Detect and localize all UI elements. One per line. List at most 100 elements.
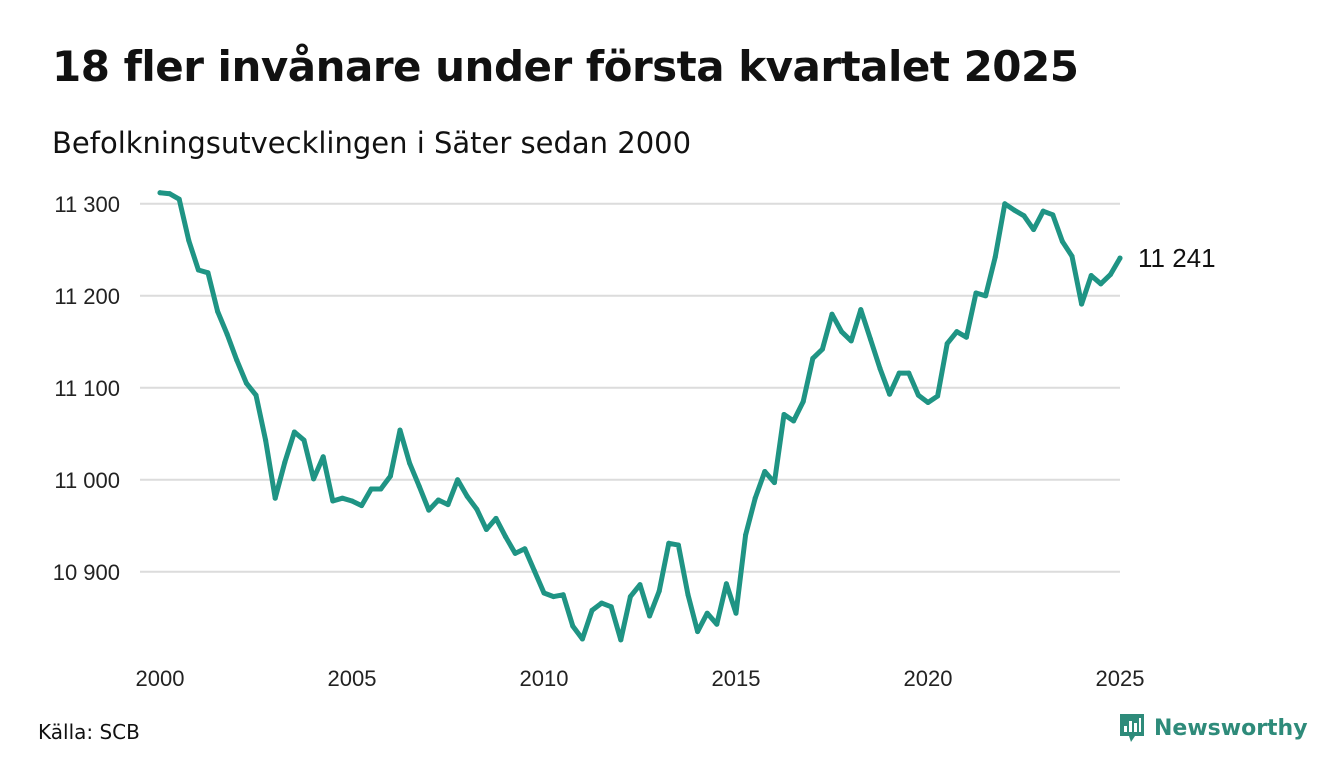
data-point: [301, 437, 307, 443]
data-point: [311, 476, 317, 482]
data-point: [195, 267, 201, 273]
data-point: [1117, 255, 1123, 261]
data-point: [1107, 272, 1113, 278]
data-point: [176, 196, 182, 202]
data-point: [983, 293, 989, 299]
data-point: [378, 486, 384, 492]
y-tick-label: 10 900: [53, 560, 120, 585]
x-axis-ticks: 2000 2005 2010 2015 2020 2025: [136, 666, 1145, 691]
data-point: [896, 370, 902, 376]
data-point: [733, 610, 739, 616]
data-point: [829, 311, 835, 317]
grid-lines: [140, 202, 1120, 573]
data-point: [551, 594, 557, 600]
data-point: [935, 393, 941, 399]
x-tick-label: 2015: [712, 666, 761, 691]
data-point: [215, 308, 221, 314]
chart-subtitle: Befolkningsutvecklingen i Säter sedan 20…: [52, 126, 692, 160]
x-tick-label: 2000: [136, 666, 185, 691]
data-point: [416, 483, 422, 489]
data-point: [205, 270, 211, 276]
data-point: [714, 621, 720, 627]
newsworthy-logo-icon: [1120, 714, 1144, 742]
data-point: [954, 329, 960, 335]
data-point: [839, 329, 845, 335]
data-point: [800, 399, 806, 405]
x-tick-label: 2020: [904, 666, 953, 691]
y-tick-label: 11 300: [54, 192, 120, 217]
data-point: [819, 346, 825, 352]
data-point: [877, 365, 883, 371]
data-point: [397, 427, 403, 433]
data-point: [186, 238, 192, 244]
data-point: [666, 540, 672, 546]
y-tick-label: 11 000: [54, 468, 120, 493]
data-point: [1031, 227, 1037, 233]
data-point: [282, 459, 288, 465]
data-point: [858, 307, 864, 313]
data-point: [541, 590, 547, 596]
data-point: [791, 418, 797, 424]
data-point: [762, 469, 768, 475]
data-point: [1059, 239, 1065, 245]
data-point: [1088, 273, 1094, 279]
data-point: [368, 486, 374, 492]
data-point: [1021, 213, 1027, 219]
data-point: [848, 338, 854, 344]
data-point: [695, 629, 701, 635]
data-point: [483, 526, 489, 532]
data-point: [973, 290, 979, 296]
data-point: [445, 502, 451, 508]
data-point: [167, 191, 173, 197]
x-tick-label: 2010: [520, 666, 569, 691]
source-note: Källa: SCB: [38, 720, 140, 744]
data-point: [887, 391, 893, 397]
data-point: [531, 568, 537, 574]
data-point: [867, 336, 873, 342]
data-point: [963, 334, 969, 340]
data-point: [925, 400, 931, 406]
data-point: [435, 497, 441, 503]
data-point: [810, 355, 816, 361]
data-point: [704, 610, 710, 616]
data-point: [992, 254, 998, 260]
data-point: [771, 480, 777, 486]
data-point: [503, 534, 509, 540]
data-point: [599, 600, 605, 606]
data-point: [618, 637, 624, 643]
x-tick-label: 2025: [1096, 666, 1145, 691]
data-point: [675, 542, 681, 548]
data-point: [1040, 208, 1046, 214]
data-point: [224, 331, 230, 337]
data-point: [455, 477, 461, 483]
y-tick-label: 11 200: [54, 284, 120, 309]
data-point: [234, 357, 240, 363]
chart-title: 18 fler invånare under första kvartalet …: [52, 42, 1079, 91]
data-point: [253, 392, 259, 398]
data-point: [743, 532, 749, 538]
data-point: [1098, 281, 1104, 287]
data-point: [685, 592, 691, 598]
data-point: [474, 506, 480, 512]
data-point: [752, 495, 758, 501]
data-point: [426, 507, 432, 513]
data-point: [1079, 301, 1085, 307]
data-point: [387, 473, 393, 479]
data-point: [656, 588, 662, 594]
data-point: [647, 613, 653, 619]
data-point: [579, 636, 585, 642]
data-point: [522, 546, 528, 552]
brand-name: Newsworthy: [1154, 715, 1308, 741]
data-point: [291, 429, 297, 435]
data-point: [944, 341, 950, 347]
data-point: [243, 380, 249, 386]
data-point: [637, 582, 643, 588]
y-tick-label: 11 100: [54, 376, 120, 401]
data-point: [330, 498, 336, 504]
data-point: [339, 495, 345, 501]
data-point: [320, 454, 326, 460]
data-point: [263, 437, 269, 443]
data-point: [1002, 201, 1008, 207]
data-point: [349, 498, 355, 504]
data-point: [1050, 212, 1056, 218]
